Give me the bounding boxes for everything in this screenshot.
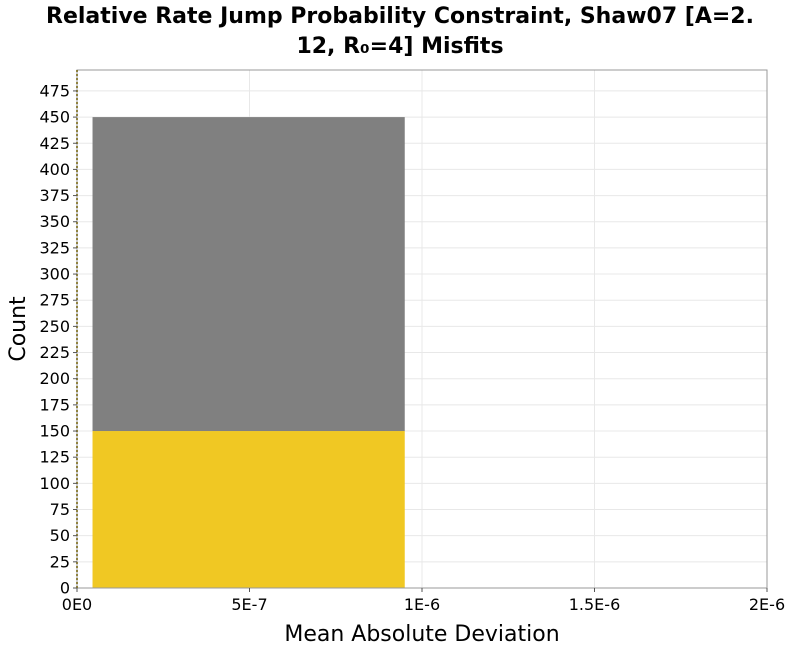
y-tick-label: 50 — [50, 526, 70, 545]
y-tick-label: 200 — [39, 369, 70, 388]
x-tick-label: 5E-7 — [231, 595, 267, 614]
x-tick-label: 0E0 — [62, 595, 92, 614]
x-tick-label: 1E-6 — [404, 595, 440, 614]
bars — [92, 117, 405, 588]
x-axis-ticks: 0E0 5E-7 1E-6 1.5E-6 2E-6 — [62, 588, 785, 614]
y-tick-label: 75 — [50, 500, 70, 519]
y-tick-label: 300 — [39, 265, 70, 284]
x-tick-label: 2E-6 — [749, 595, 785, 614]
y-tick-label: 425 — [39, 134, 70, 153]
bar-segment-highlight — [92, 431, 405, 588]
y-tick-label: 150 — [39, 422, 70, 441]
chart-title: Relative Rate Jump Probability Constrain… — [46, 4, 754, 59]
x-tick-label: 1.5E-6 — [569, 595, 621, 614]
y-tick-label: 125 — [39, 448, 70, 467]
y-tick-label: 400 — [39, 160, 70, 179]
y-tick-label: 225 — [39, 343, 70, 362]
y-tick-label: 100 — [39, 474, 70, 493]
y-tick-label: 375 — [39, 186, 70, 205]
y-axis-ticks: 0 25 50 75 100 125 150 175 200 225 250 275 300 325 350… — [39, 81, 77, 598]
y-axis-title: Count — [6, 296, 31, 362]
y-tick-label: 450 — [39, 108, 70, 127]
y-tick-label: 475 — [39, 81, 70, 100]
y-tick-label: 25 — [50, 552, 70, 571]
y-tick-label: 325 — [39, 238, 70, 257]
x-axis-title: Mean Absolute Deviation — [284, 622, 559, 647]
y-tick-label: 175 — [39, 395, 70, 414]
y-tick-label: 275 — [39, 291, 70, 310]
y-tick-label: 250 — [39, 317, 70, 336]
y-tick-label: 350 — [39, 212, 70, 231]
y-tick-label: 0 — [60, 579, 70, 598]
bar-segment-remainder — [92, 117, 405, 432]
